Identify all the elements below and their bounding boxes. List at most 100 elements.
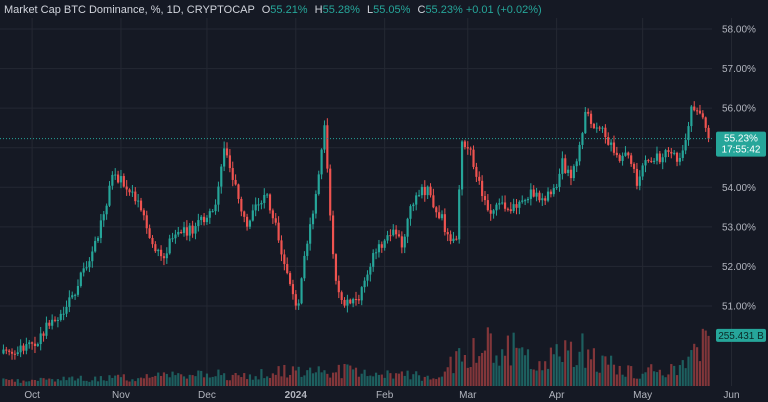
volume-badge-value: 255.431 B (718, 331, 764, 342)
volume-bar (208, 377, 211, 386)
candle (478, 176, 481, 181)
volume-bar (88, 381, 91, 386)
legend-symbol[interactable]: Market Cap BTC Dominance, %, 1D, CRYPTOC… (4, 4, 255, 16)
candle (51, 319, 54, 326)
candle (684, 140, 687, 151)
candle (647, 160, 650, 162)
candle (455, 238, 458, 240)
candle (237, 184, 240, 199)
candle (372, 253, 375, 267)
candle (515, 204, 518, 208)
volume-bar (94, 376, 97, 386)
candle (266, 194, 269, 196)
candle (704, 117, 707, 128)
volume-bar (578, 351, 581, 386)
candle (108, 185, 111, 206)
volume-bar (489, 333, 492, 386)
candle (532, 189, 535, 197)
x-tick-label: Apr (549, 390, 565, 401)
candle (277, 222, 280, 241)
candle (369, 266, 372, 275)
candle (601, 127, 604, 129)
candle (658, 153, 661, 163)
volume-bar (400, 371, 403, 386)
volume-bar (653, 371, 656, 386)
candle (74, 294, 77, 296)
volume-bar (627, 365, 630, 386)
candle (10, 351, 14, 354)
candle (698, 110, 702, 114)
volume-bar (670, 364, 673, 386)
candle (460, 141, 464, 190)
volume-bar (615, 374, 618, 386)
candle (31, 342, 34, 344)
candle (102, 214, 105, 221)
x-tick-label: 2024 (285, 390, 308, 401)
candle (389, 235, 392, 237)
volume-bar (194, 376, 197, 386)
volume-bar (128, 381, 131, 386)
volume-bar (111, 377, 114, 386)
y-tick-label: 58.00% (722, 25, 756, 36)
candle (311, 213, 315, 225)
candle (343, 300, 346, 306)
candle (352, 298, 355, 304)
volume-bar (655, 372, 659, 386)
volume-bar (386, 370, 389, 386)
candle (426, 186, 429, 196)
candle (125, 186, 128, 190)
candle (690, 106, 693, 127)
candle (627, 152, 630, 156)
candle (429, 186, 432, 196)
candle (458, 189, 461, 240)
volume-bar (569, 341, 573, 386)
candle (5, 349, 8, 351)
candle (211, 211, 214, 213)
volume-bar (13, 381, 16, 386)
volume-bar (690, 350, 693, 386)
candle (392, 229, 395, 236)
candle (357, 299, 360, 301)
candle (291, 284, 295, 295)
volume-bar (197, 370, 200, 386)
volume-bar (280, 376, 283, 386)
volume-bar (33, 379, 37, 386)
volume-bar (509, 365, 512, 386)
volume-bar (137, 378, 140, 386)
candle (171, 238, 174, 240)
volume-bar (601, 355, 604, 386)
volume-bar (687, 356, 690, 386)
candle (374, 252, 378, 254)
volume-bar (572, 366, 575, 386)
candle (208, 211, 211, 218)
candle (612, 142, 616, 153)
candle (349, 299, 352, 304)
candle (260, 202, 263, 205)
volume-bar (165, 373, 168, 386)
candle (538, 192, 541, 201)
candle (323, 125, 326, 150)
volume-bar (455, 351, 458, 386)
candle (681, 150, 684, 158)
candle (294, 294, 297, 306)
volume-bar (555, 344, 558, 386)
candle (214, 204, 217, 212)
candle (177, 231, 180, 235)
volume-bar (589, 359, 593, 386)
candle (420, 186, 424, 196)
volume-bar (99, 376, 102, 386)
candle (42, 333, 45, 336)
candle (251, 210, 254, 221)
candle (119, 176, 123, 183)
candle (111, 174, 114, 186)
volume-bar (693, 343, 696, 386)
volume-bar (96, 381, 100, 386)
candle (191, 225, 194, 234)
volume-bar (346, 364, 349, 386)
candle (337, 280, 340, 293)
volume-bar (10, 379, 14, 386)
volume-bar (251, 379, 254, 386)
volume-badge (716, 328, 766, 342)
volume-bar (363, 369, 366, 386)
